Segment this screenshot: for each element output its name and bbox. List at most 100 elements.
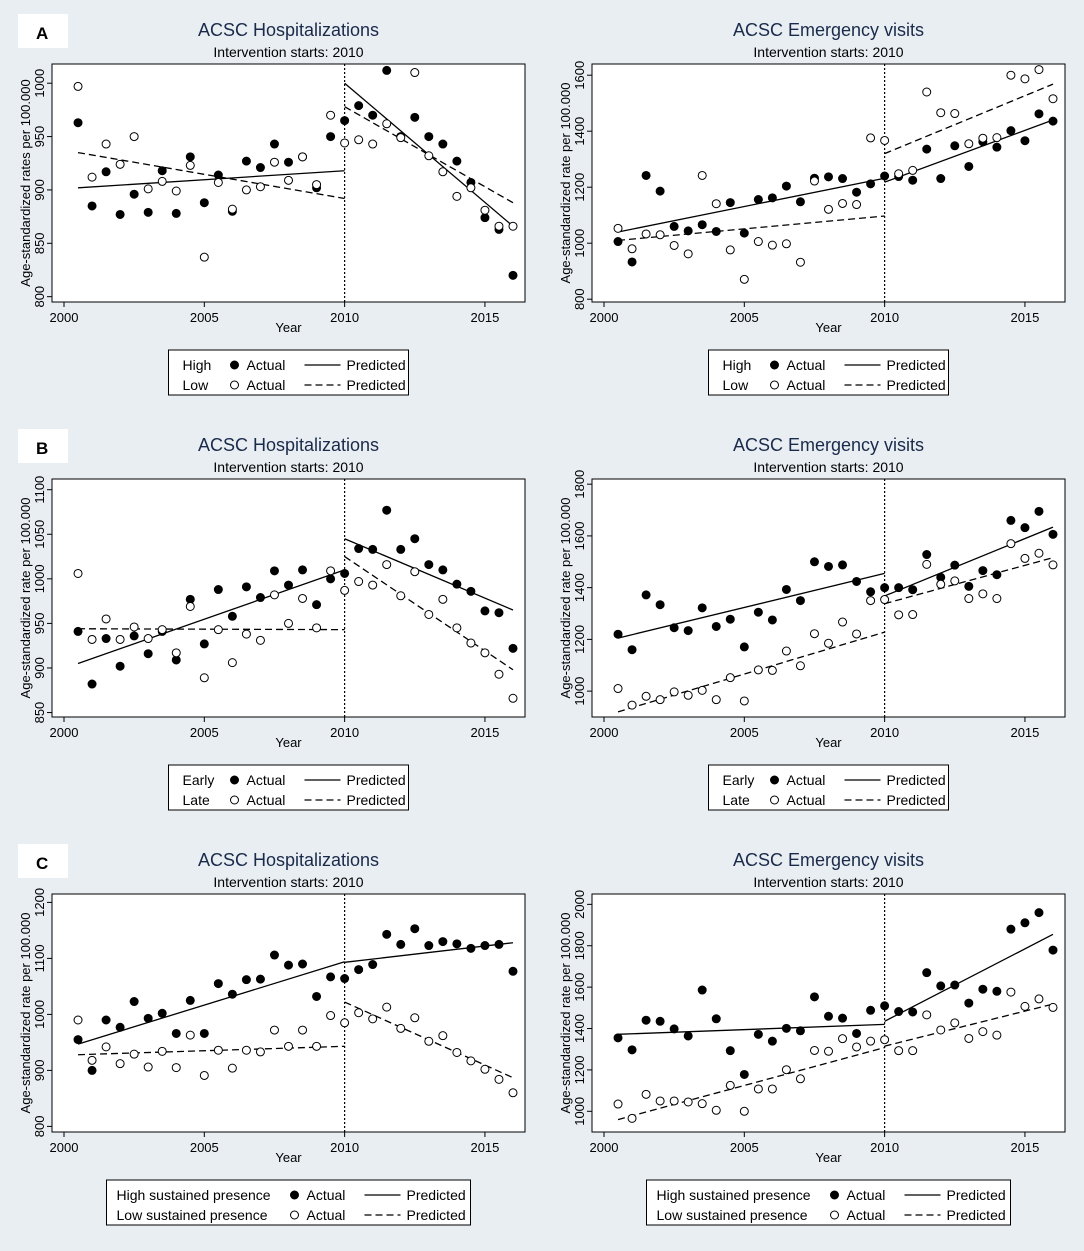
legend-predicted-label: Predicted (887, 377, 946, 393)
filled-data-point (157, 166, 167, 176)
legend-group-label: Early (183, 772, 215, 788)
chart-title: ACSC Hospitalizations (198, 20, 379, 40)
filled-data-point (922, 968, 932, 978)
hollow-data-point (809, 1045, 819, 1055)
y-tick-label: 1000 (572, 229, 587, 258)
dashed-predicted-pre-line (617, 1046, 885, 1121)
hollow-data-point (725, 1080, 735, 1090)
legend-actual-label: Actual (787, 772, 826, 788)
legend-actual-label: Actual (787, 357, 826, 373)
hollow-data-point (129, 622, 139, 632)
hollow-data-point (298, 593, 308, 603)
legend-group-label: Low (183, 377, 210, 393)
hollow-data-point (227, 658, 237, 668)
dashed-predicted-post-line (884, 557, 1054, 605)
y-axis-label: Age-standardized rate per 100.000 (558, 498, 573, 699)
hollow-data-point (852, 1042, 862, 1052)
legend-group-label: High (183, 357, 212, 373)
filled-data-point (908, 585, 918, 595)
hollow-data-point (683, 249, 693, 259)
legend-actual-label: Actual (847, 1187, 886, 1203)
hollow-data-point (129, 132, 139, 142)
filled-data-point (739, 642, 749, 652)
chart-B-1: ACSC Hospitalizations Intervention starts… (18, 435, 526, 811)
legend-actual-label: Actual (787, 377, 826, 393)
filled-data-point (641, 1015, 651, 1025)
legend-marker-filled (770, 775, 779, 785)
hollow-data-point (508, 221, 518, 231)
filled-data-point (354, 544, 364, 554)
y-tick-label: 950 (32, 613, 47, 635)
hollow-data-point (1020, 1001, 1030, 1011)
filled-data-point (298, 959, 308, 969)
hollow-data-point (964, 139, 974, 149)
hollow-data-point (739, 696, 749, 706)
hollow-data-point (866, 596, 876, 606)
hollow-data-point (382, 1002, 392, 1012)
filled-data-point (1034, 506, 1044, 516)
filled-data-point (382, 929, 392, 939)
hollow-data-point (880, 135, 890, 145)
filled-data-point (1034, 908, 1044, 918)
hollow-data-point (269, 157, 279, 167)
filled-data-point (410, 924, 420, 934)
hollow-data-point (838, 617, 848, 627)
filled-data-point (866, 179, 876, 189)
y-tick-label: 1600 (572, 61, 587, 90)
hollow-data-point (838, 1034, 848, 1044)
filled-data-point (396, 544, 406, 554)
filled-data-point (683, 1031, 693, 1041)
hollow-data-point (711, 199, 721, 209)
filled-data-point (880, 1001, 890, 1011)
hollow-data-point (627, 1113, 637, 1123)
hollow-data-point (185, 1030, 195, 1040)
hollow-data-point (269, 590, 279, 600)
hollow-data-point (894, 169, 904, 179)
y-tick-label: 850 (32, 232, 47, 254)
filled-data-point (908, 1007, 918, 1017)
hollow-data-point (396, 1023, 406, 1033)
filled-data-point (312, 600, 322, 610)
legend-marker-hollow (290, 1210, 299, 1220)
hollow-data-point (1006, 987, 1016, 997)
filled-data-point (753, 195, 763, 205)
legend-predicted-label: Predicted (347, 792, 406, 808)
hollow-data-point (494, 669, 504, 679)
hollow-data-point (312, 623, 322, 633)
hollow-data-point (312, 1041, 322, 1051)
y-axis-label: Age-standardized rate per 100.000 (558, 83, 573, 284)
filled-data-point (824, 172, 833, 182)
hollow-data-point (908, 610, 918, 620)
filled-data-point (438, 565, 448, 575)
filled-data-point (824, 1011, 833, 1021)
filled-data-point (269, 139, 279, 149)
filled-data-point (241, 975, 251, 985)
legend-predicted-label: Predicted (947, 1207, 1006, 1223)
hollow-data-point (298, 152, 308, 162)
filled-data-point (950, 141, 960, 151)
x-axis-label: Year (275, 1150, 302, 1165)
hollow-data-point (241, 629, 251, 639)
filled-data-point (950, 560, 960, 570)
chart-A-2: ACSC Emergency visits Intervention starts… (558, 20, 1066, 396)
dashed-predicted-pre-line (78, 1045, 345, 1056)
filled-data-point (795, 596, 805, 606)
solid-predicted-pre-line (618, 1023, 885, 1035)
panel-A: A ACSC Hospitalizations Intervention start… (18, 14, 1066, 396)
filled-data-point (326, 972, 336, 982)
filled-data-point (298, 565, 308, 575)
filled-data-point (87, 1065, 97, 1075)
hollow-data-point (908, 1046, 918, 1056)
hollow-data-point (1006, 70, 1016, 80)
filled-data-point (213, 979, 223, 989)
chart-subtitle: Intervention starts: 2010 (753, 44, 903, 60)
filled-data-point (1006, 515, 1016, 525)
filled-data-point (284, 580, 293, 590)
hollow-data-point (866, 1036, 876, 1046)
filled-data-point (753, 607, 763, 617)
hollow-data-point (1048, 1002, 1058, 1012)
y-tick-label: 1600 (572, 521, 587, 550)
x-tick-label: 2005 (190, 725, 219, 740)
hollow-data-point (101, 1042, 111, 1052)
chart-title: ACSC Hospitalizations (198, 850, 379, 870)
